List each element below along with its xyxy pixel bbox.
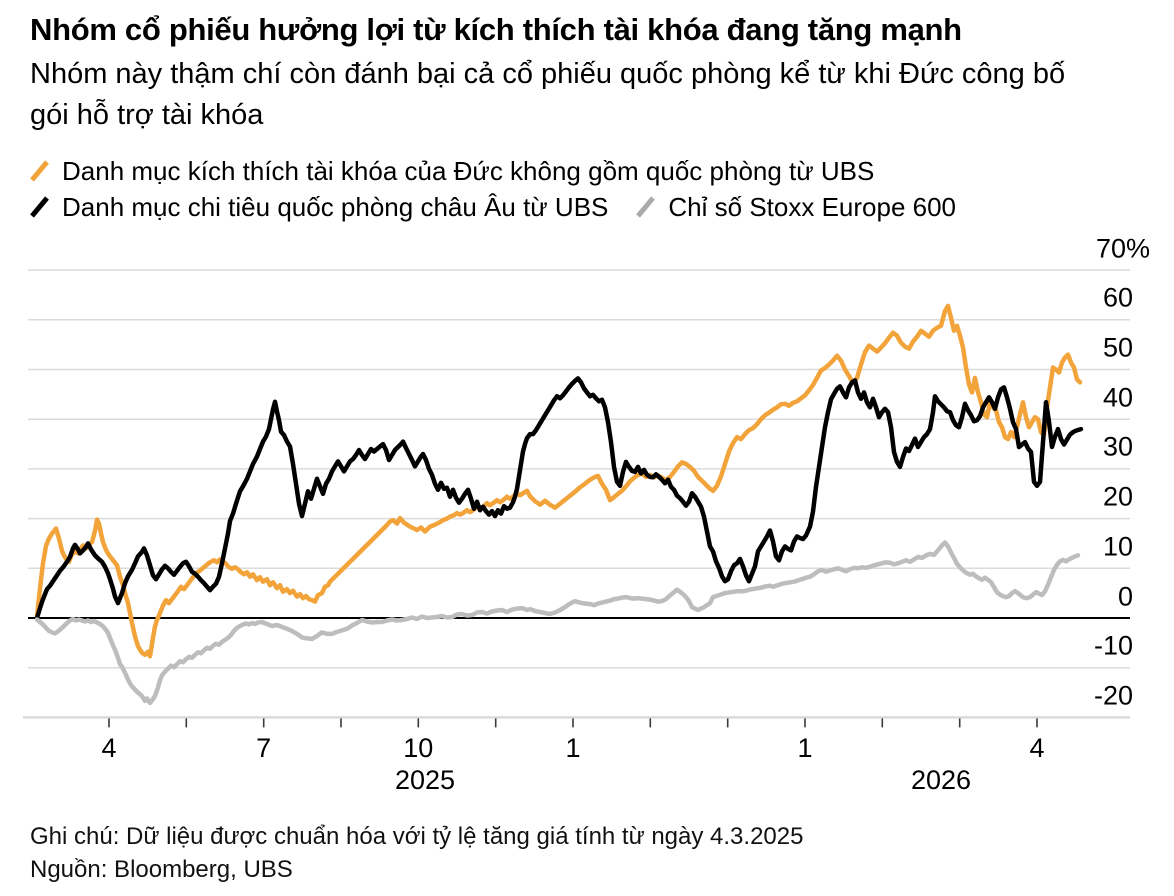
legend-label: Danh mục kích thích tài khóa của Đức khô… <box>62 156 875 186</box>
x-axis-label: 10 <box>403 733 434 764</box>
x-axis-label: 4 <box>1029 733 1045 764</box>
x-axis-year-label: 2026 <box>910 765 972 796</box>
orange-line-swatch-icon <box>30 160 49 182</box>
x-axis-year-label: 2025 <box>394 765 456 796</box>
y-axis-label: 0 <box>1117 581 1133 611</box>
black-line-swatch-icon <box>30 196 49 218</box>
gray-line-swatch-icon <box>636 196 656 218</box>
legend-row-2: Danh mục chi tiêu quốc phòng châu Âu từ … <box>28 189 982 225</box>
legend-label: Danh mục chi tiêu quốc phòng châu Âu từ … <box>62 192 609 222</box>
y-axis-label: 40 <box>1102 382 1133 413</box>
y-axis-label: 60 <box>1102 282 1133 313</box>
y-axis-label: 20 <box>1102 481 1133 512</box>
legend-label: Chỉ số Stoxx Europe 600 <box>668 192 957 222</box>
y-axis-label: -20 <box>1093 680 1133 711</box>
legend-item-stoxx600: Chỉ số Stoxx Europe 600 <box>634 189 956 225</box>
page-subtitle: Nhóm này thậm chí còn đánh bại cả cổ phi… <box>30 58 1066 131</box>
line-chart-canvas: 70% 60 50 40 30 20 10 0 -10 -20 4 7 10 1 1 4 2025 2026 <box>0 228 1174 795</box>
y-axis-label: 10 <box>1102 531 1133 562</box>
chart-legend: Danh mục kích thích tài khóa của Đức khô… <box>28 153 982 225</box>
legend-item-fiscal-stimulus: Danh mục kích thích tài khóa của Đức khô… <box>28 153 874 189</box>
footnote-note: Ghi chú: Dữ liệu được chuẩn hóa với tỷ l… <box>30 823 804 850</box>
legend-item-defense: Danh mục chi tiêu quốc phòng châu Âu từ … <box>28 189 608 225</box>
x-axis-label: 1 <box>565 733 581 764</box>
chart-footnotes: Ghi chú: Dữ liệu được chuẩn hóa với tỷ l… <box>30 820 803 886</box>
y-axis-label: -10 <box>1093 630 1133 661</box>
x-axis-label: 4 <box>101 733 117 764</box>
x-axis-label: 7 <box>256 733 272 764</box>
y-axis-label: 70% <box>1095 233 1150 264</box>
page-title: Nhóm cổ phiếu hưởng lợi từ kích thích tà… <box>30 12 962 47</box>
y-axis-label: 30 <box>1102 431 1133 462</box>
legend-row-1: Danh mục kích thích tài khóa của Đức khô… <box>28 153 982 189</box>
x-axis-label: 1 <box>797 733 813 764</box>
y-axis-label: 50 <box>1102 332 1133 363</box>
footnote-source: Nguồn: Bloomberg, UBS <box>30 856 293 883</box>
